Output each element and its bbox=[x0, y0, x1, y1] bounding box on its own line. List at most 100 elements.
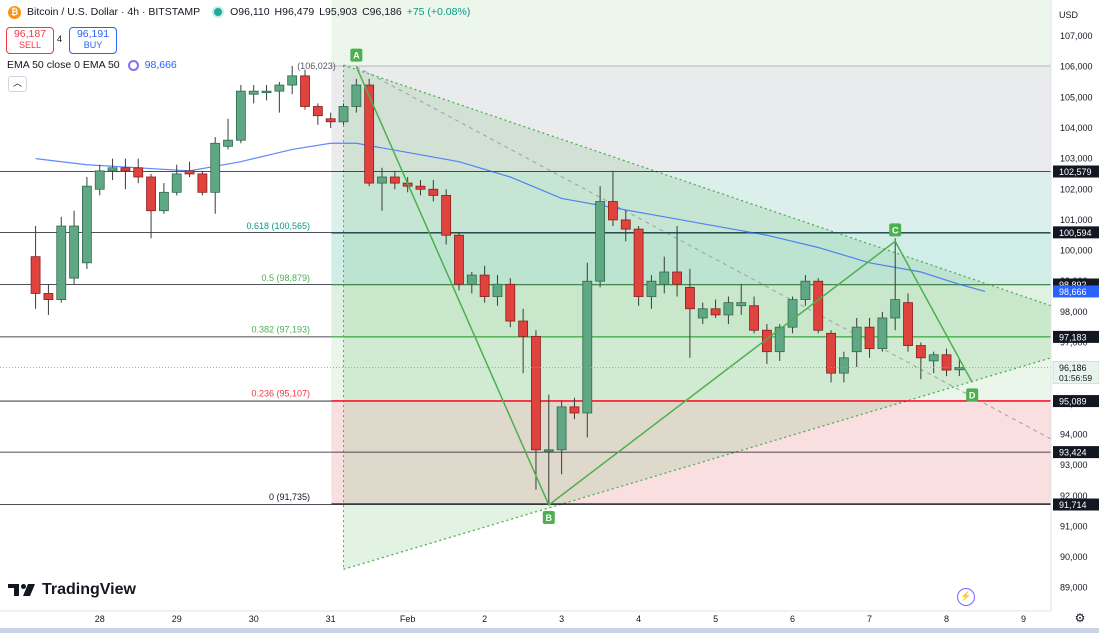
candle-body bbox=[505, 283, 516, 322]
indicator-loading-icon bbox=[127, 59, 139, 71]
candle-body bbox=[364, 84, 375, 184]
candle-body bbox=[915, 345, 926, 359]
candle-63 bbox=[838, 351, 849, 383]
candle-47 bbox=[633, 226, 644, 306]
indicator-legend[interactable]: EMA 50 close 0 EMA 50 98,666 bbox=[7, 59, 177, 71]
candle-body bbox=[146, 176, 156, 212]
candle-body bbox=[351, 84, 362, 107]
x-tick-label-11: 8 bbox=[944, 614, 949, 624]
candle-52 bbox=[697, 302, 708, 325]
candle-8 bbox=[133, 158, 144, 184]
candle-body bbox=[954, 367, 965, 371]
candle-body bbox=[82, 185, 92, 264]
symbol-title[interactable]: Bitcoin / U.S. Dollar · 4h · BITSTAMP bbox=[27, 6, 201, 18]
candle-25 bbox=[351, 78, 362, 113]
candle-50 bbox=[672, 226, 682, 297]
ema50-line bbox=[35, 142, 986, 293]
candle-71 bbox=[941, 348, 952, 377]
candle-body bbox=[338, 106, 349, 123]
ohlc-low: L95,903 bbox=[319, 6, 358, 18]
candle-body bbox=[415, 185, 426, 190]
candle-body bbox=[633, 228, 644, 297]
candle-body bbox=[543, 449, 554, 452]
fib-label-3: 0.236 (95,107) bbox=[251, 389, 310, 399]
candle-19 bbox=[274, 81, 285, 113]
window-bottom-bar bbox=[0, 628, 1099, 633]
candle-body bbox=[531, 335, 541, 451]
price-tag-label: 98,666 bbox=[1059, 287, 1087, 297]
sell-button[interactable]: 96,187 SELL bbox=[6, 27, 54, 54]
candle-62 bbox=[826, 330, 836, 383]
candle-54 bbox=[723, 296, 734, 325]
candle-0 bbox=[30, 226, 41, 309]
pattern-point-badge bbox=[350, 48, 363, 62]
candle-body bbox=[492, 283, 503, 297]
candle-body bbox=[158, 191, 169, 212]
abcd-pattern-line bbox=[355, 66, 973, 507]
candle-42 bbox=[569, 397, 580, 420]
last-price-label: 96,186 bbox=[1059, 363, 1087, 373]
y-tick-label-16: 105,000 bbox=[1060, 92, 1093, 102]
candle-body bbox=[120, 167, 131, 172]
candle-40 bbox=[543, 394, 554, 504]
candle-48 bbox=[646, 275, 657, 309]
candle-23 bbox=[325, 112, 336, 128]
candle-61 bbox=[813, 278, 824, 334]
candle-57 bbox=[762, 324, 772, 364]
candle-body bbox=[608, 201, 618, 221]
candle-body bbox=[851, 326, 862, 353]
candle-body bbox=[685, 286, 695, 310]
collapse-legend-button[interactable]: ︿ bbox=[8, 76, 27, 92]
fib-label-1: 0.5 (98,879) bbox=[261, 273, 310, 283]
candle-body bbox=[864, 326, 875, 350]
candle-body bbox=[749, 305, 759, 331]
candle-body bbox=[890, 299, 901, 319]
logo-text: TradingView bbox=[42, 581, 136, 598]
x-tick-label-7: 4 bbox=[636, 614, 641, 624]
candle-32 bbox=[441, 189, 452, 245]
candle-60 bbox=[800, 275, 811, 306]
tradingview-logo[interactable]: TradingView bbox=[8, 581, 136, 599]
y-tick-label-12: 101,000 bbox=[1060, 215, 1093, 225]
price-tag-label: 93,424 bbox=[1059, 448, 1087, 458]
candle-body bbox=[325, 118, 336, 123]
candle-body bbox=[787, 299, 798, 328]
pattern-point-b: B bbox=[542, 510, 555, 524]
candle-51 bbox=[685, 268, 695, 358]
x-tick-label-9: 6 bbox=[790, 614, 795, 624]
y-tick-label-0: 89,000 bbox=[1060, 583, 1088, 593]
y-tick-label-1: 90,000 bbox=[1060, 552, 1088, 562]
price-tag-label: 100,594 bbox=[1059, 228, 1092, 238]
plot-area: 0.618 (100,565) 0.5 (98,879) 0.382 (97,193… bbox=[0, 0, 1051, 570]
fib-zone-1 bbox=[331, 171, 1051, 234]
indicator-value: 98,666 bbox=[144, 59, 177, 71]
bitcoin-icon: ₿ bbox=[8, 5, 21, 19]
pattern-point-label: A bbox=[353, 51, 360, 61]
candle-38 bbox=[518, 308, 529, 374]
magnet-icon[interactable]: ⚡ bbox=[957, 588, 975, 606]
candle-body bbox=[877, 317, 888, 350]
candle-14 bbox=[210, 137, 221, 214]
price-tag-box bbox=[1053, 285, 1099, 298]
candle-28 bbox=[389, 170, 400, 190]
candle-body bbox=[659, 271, 670, 285]
ohlc-values: O96,110 H96,479 L95,903 C96,186 +75 (+0.… bbox=[230, 6, 472, 18]
candle-17 bbox=[248, 85, 259, 104]
level-tag-6: 91,714 bbox=[1053, 498, 1099, 511]
y-tick-label-2: 91,000 bbox=[1060, 521, 1088, 531]
candle-body bbox=[838, 357, 849, 374]
level-tag-0: 102,579 bbox=[1053, 165, 1099, 178]
buy-button[interactable]: 96,191 BUY bbox=[69, 27, 117, 54]
pattern-point-label: D bbox=[969, 390, 976, 400]
candle-body bbox=[248, 90, 259, 95]
candle-body bbox=[454, 234, 464, 285]
price-tag-label: 102,579 bbox=[1059, 167, 1092, 177]
gear-icon[interactable]: ⚙ bbox=[1074, 611, 1086, 625]
sell-price: 96,187 bbox=[13, 28, 47, 40]
buy-label: BUY bbox=[83, 40, 103, 50]
sell-label: SELL bbox=[18, 40, 42, 50]
candle-55 bbox=[736, 284, 747, 315]
candle-33 bbox=[454, 232, 464, 291]
